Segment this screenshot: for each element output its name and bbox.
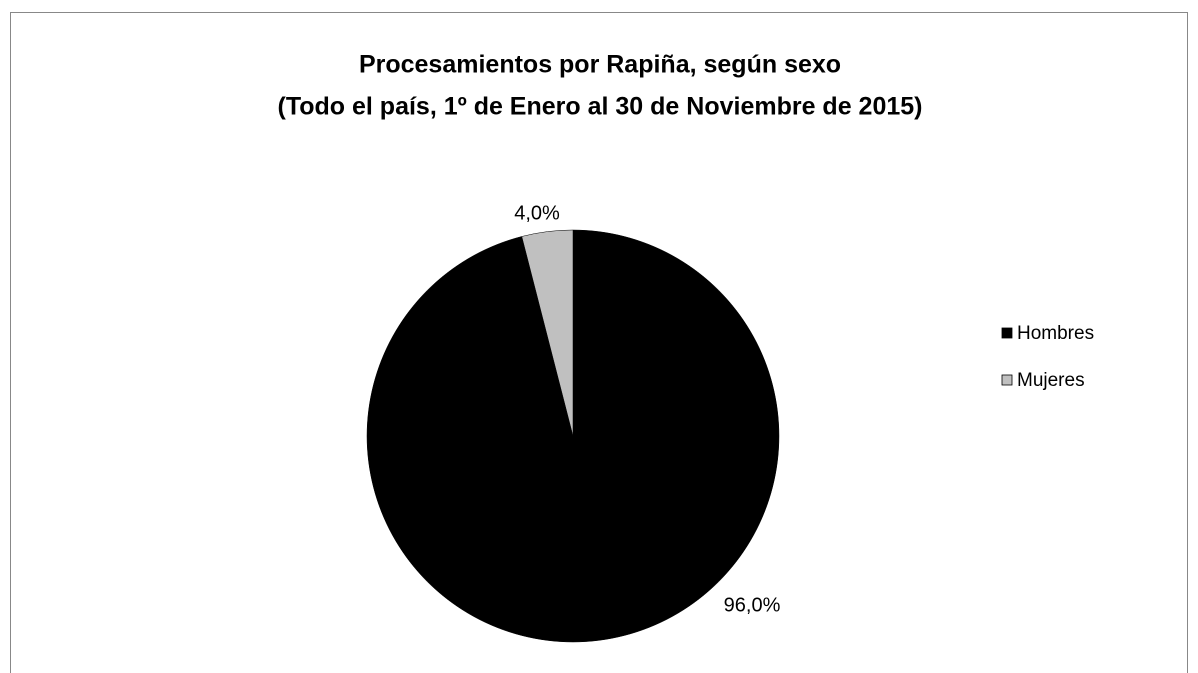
chart-border xyxy=(10,12,1188,673)
legend-label: Mujeres xyxy=(1017,370,1085,391)
chart-subtitle: (Todo el país, 1º de Enero al 30 de Novi… xyxy=(278,93,923,121)
legend-swatch xyxy=(1001,327,1013,339)
data-label: 96,0% xyxy=(724,594,781,616)
data-label: 4,0% xyxy=(514,202,560,224)
chart-title: Procesamientos por Rapiña, según sexo xyxy=(359,51,841,79)
legend-label: Hombres xyxy=(1017,323,1094,344)
legend-swatch xyxy=(1001,374,1013,386)
pie-slice xyxy=(521,229,574,437)
